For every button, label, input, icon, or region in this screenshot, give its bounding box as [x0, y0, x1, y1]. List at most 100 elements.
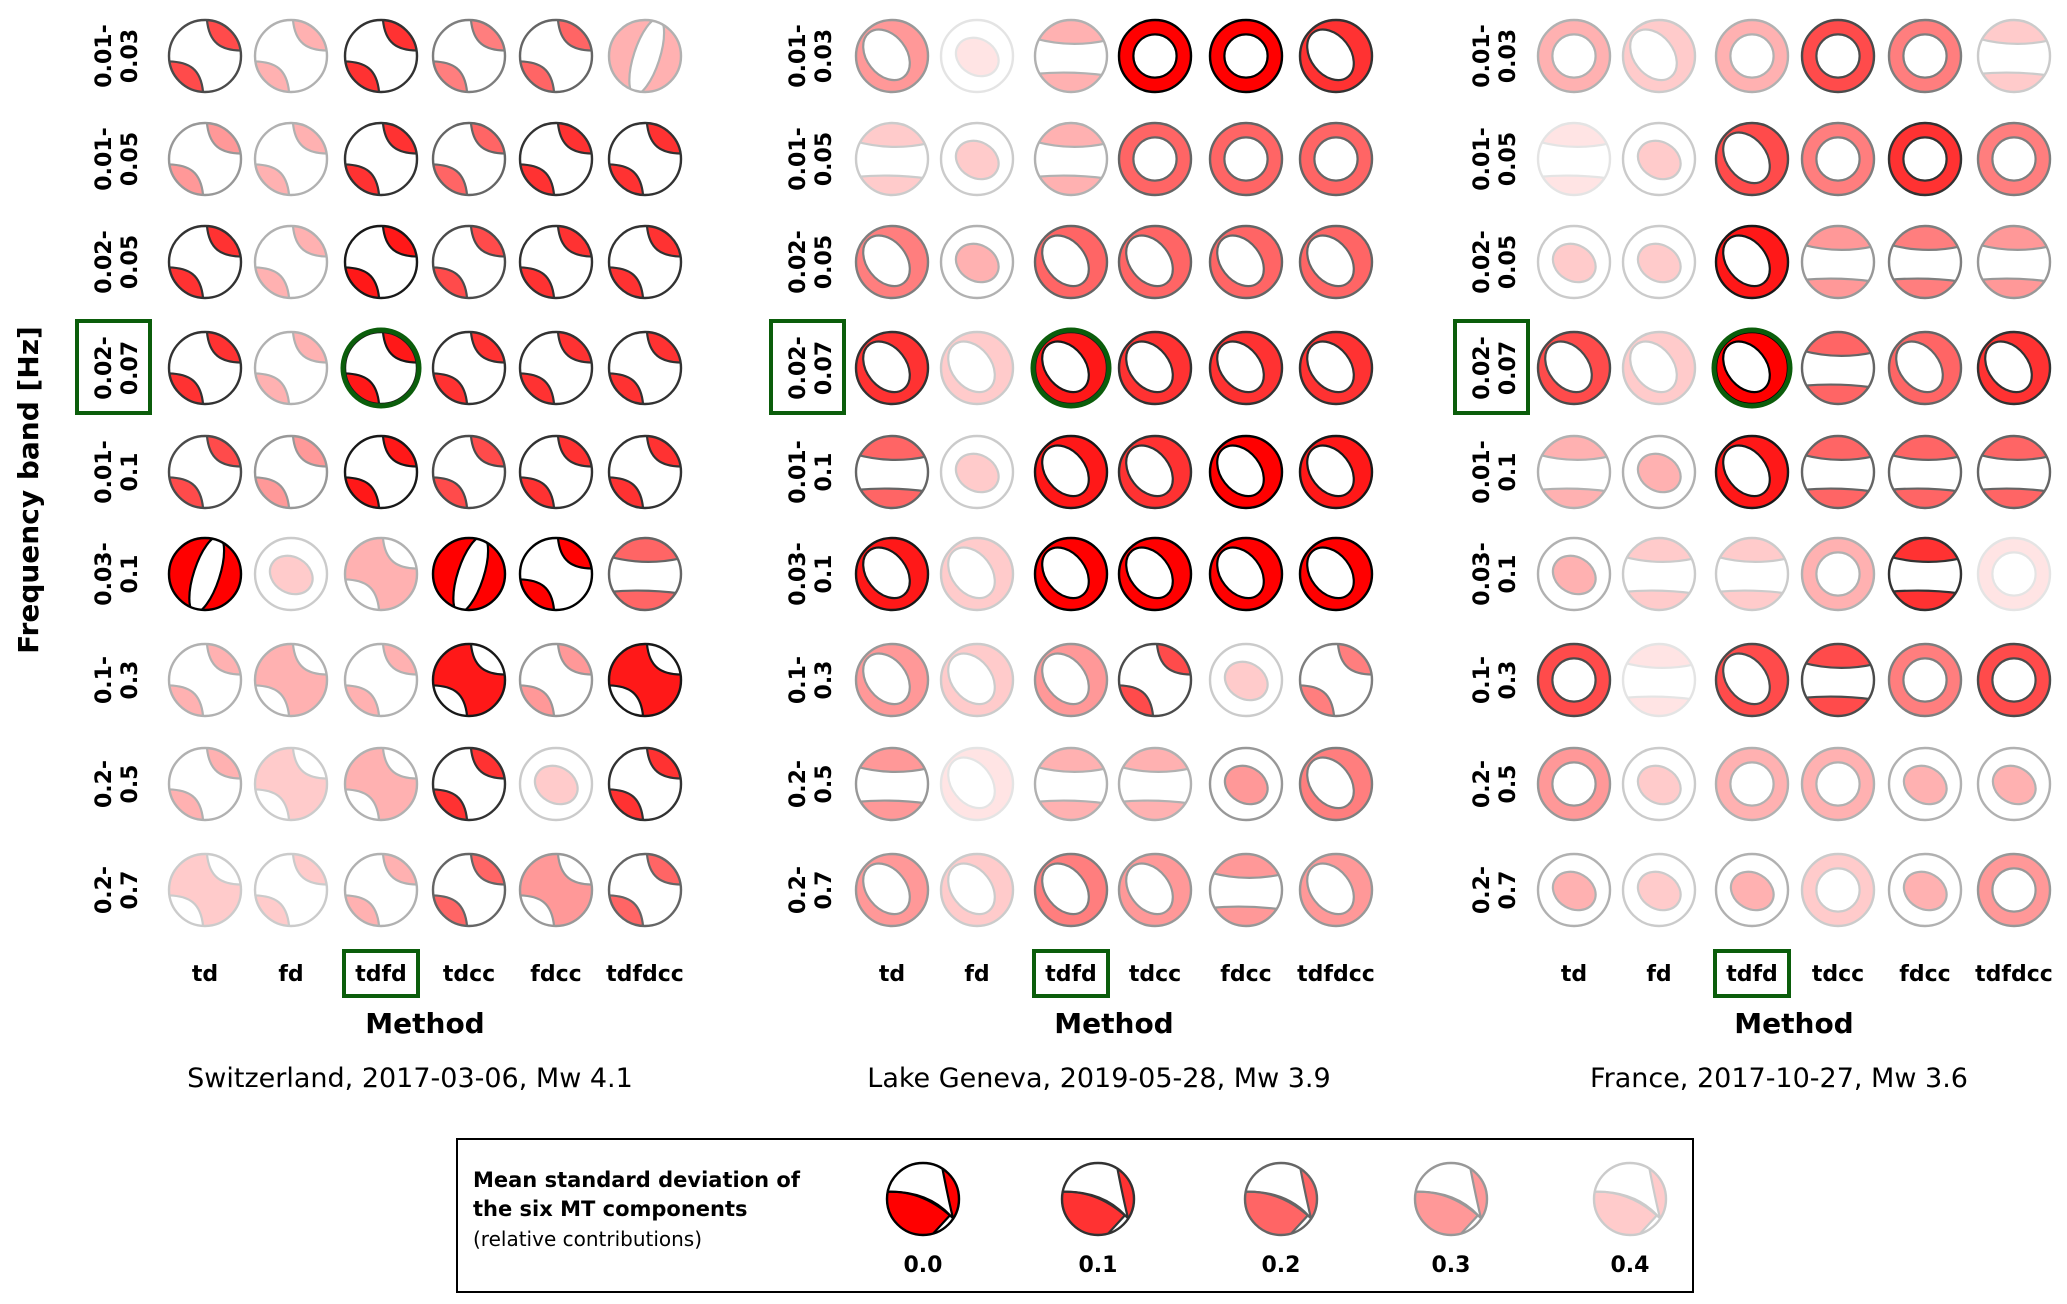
x-axis-title: Method — [365, 1007, 484, 1040]
beachball-fd — [1621, 121, 1697, 197]
method-label-td: td — [879, 962, 905, 987]
legend-value: 0.4 — [1611, 1253, 1650, 1278]
band-label-line: 0.01- — [92, 127, 117, 190]
method-label-tdfd: tdfd — [355, 962, 407, 987]
beachball-fd — [1621, 746, 1697, 822]
legend-beachball — [1243, 1161, 1319, 1237]
highlight-ring — [1711, 327, 1793, 409]
band-label-line: 0.05 — [1496, 132, 1521, 186]
beachball-fdcc — [1208, 224, 1284, 300]
band-label: 0.2-0.7 — [1470, 866, 1521, 914]
beachball-td — [167, 224, 243, 300]
beachball-tdfdcc — [607, 330, 683, 406]
beachball-tdfd — [343, 536, 419, 612]
band-label: 0.01-0.05 — [92, 127, 143, 190]
beachball-tdfdcc — [607, 18, 683, 94]
band-label: 0.2-0.5 — [92, 760, 143, 808]
beachball-tdcc — [1800, 330, 1876, 406]
band-label-line: 0.05 — [812, 132, 837, 186]
beachball-td — [1536, 18, 1612, 94]
beachball-fd — [1621, 852, 1697, 928]
beachball-tdfd — [1714, 536, 1790, 612]
beachball-fdcc — [1208, 434, 1284, 510]
method-label-tdfdcc: tdfdcc — [606, 962, 684, 987]
band-label-line: 0.2- — [92, 866, 117, 914]
band-label-line: 0.05 — [118, 132, 143, 186]
band-label-line: 0.2- — [786, 760, 811, 808]
beachball-fdcc — [518, 224, 594, 300]
band-label: 0.01-0.05 — [1470, 127, 1521, 190]
band-label-line: 0.05 — [1496, 235, 1521, 289]
method-label-tdfdcc: tdfdcc — [1975, 962, 2053, 987]
beachball-tdfd — [1714, 224, 1790, 300]
band-label-line: 0.2- — [1470, 866, 1495, 914]
beachball-tdfdcc — [1298, 434, 1374, 510]
beachball-fdcc — [1887, 746, 1963, 822]
band-label: 0.1-0.3 — [786, 656, 837, 704]
band-label: 0.03-0.1 — [1470, 542, 1521, 605]
beachball-tdfdcc — [1298, 536, 1374, 612]
beachball-td — [1536, 536, 1612, 612]
beachball-tdfdcc — [1298, 642, 1374, 718]
band-label-line: 0.2- — [1470, 760, 1495, 808]
band-label-line: 0.5 — [1496, 765, 1521, 804]
beachball-fd — [253, 121, 329, 197]
beachball-tdfdcc — [1298, 330, 1374, 406]
beachball-fdcc — [518, 121, 594, 197]
beachball-tdfdcc — [607, 536, 683, 612]
beachball-fdcc — [1887, 852, 1963, 928]
band-label: 0.2-0.5 — [1470, 760, 1521, 808]
beachball-tdfdcc — [1976, 121, 2052, 197]
band-label-line: 0.07 — [118, 341, 143, 395]
beachball-tdfdcc — [1298, 18, 1374, 94]
panels: 0.01-0.030.01-0.050.02-0.050.02-0.070.01… — [75, 18, 2053, 1094]
band-label: 0.1-0.3 — [1470, 656, 1521, 704]
beachball-td — [1536, 330, 1612, 406]
beachball-fd — [939, 18, 1015, 94]
band-label-line: 0.01- — [92, 24, 117, 87]
beachball-tdfdcc — [1976, 330, 2052, 406]
legend-title-line2: the six MT components — [473, 1197, 748, 1221]
beachball-fd — [1621, 536, 1697, 612]
band-label-line: 0.01- — [786, 24, 811, 87]
beachball-tdcc — [1117, 536, 1193, 612]
legend-beachball — [1413, 1161, 1489, 1237]
beachball-tdcc — [1800, 224, 1876, 300]
band-label: 0.02-0.07 — [1470, 336, 1521, 399]
beachball-td — [854, 18, 930, 94]
band-label: 0.01-0.03 — [92, 24, 143, 87]
beachball-tdcc — [431, 852, 507, 928]
beachball-tdfd — [1033, 330, 1109, 406]
band-label-line: 0.01- — [1470, 127, 1495, 190]
band-label-line: 0.1 — [1496, 453, 1521, 492]
beachball-tdfd — [343, 18, 419, 94]
band-label-line: 0.03- — [786, 542, 811, 605]
highlight-box-band — [75, 319, 152, 415]
band-label-line: 0.02- — [1470, 336, 1495, 399]
highlight-ring — [1030, 327, 1112, 409]
beachball-tdfdcc — [1298, 852, 1374, 928]
band-label: 0.02-0.05 — [786, 230, 837, 293]
beachball-fd — [253, 746, 329, 822]
beachball-td — [167, 121, 243, 197]
band-label: 0.02-0.07 — [786, 336, 837, 399]
y-axis-title: Frequency band [Hz] — [12, 326, 45, 654]
beachball-tdfd — [1714, 852, 1790, 928]
beachball-tdcc — [431, 536, 507, 612]
band-label-line: 0.02- — [92, 336, 117, 399]
beachball-tdfdcc — [1976, 852, 2052, 928]
beachball-fdcc — [1208, 746, 1284, 822]
beachball-fd — [939, 642, 1015, 718]
beachball-td — [854, 224, 930, 300]
beachball-tdfd — [1033, 852, 1109, 928]
band-label-line: 0.5 — [812, 765, 837, 804]
beachball-tdfdcc — [607, 852, 683, 928]
beachball-tdfdcc — [607, 642, 683, 718]
band-label-line: 0.03 — [118, 29, 143, 83]
beachball-fd — [1621, 224, 1697, 300]
beachball-fdcc — [1208, 852, 1284, 928]
beachball-tdfd — [343, 224, 419, 300]
method-label-fd: fd — [278, 962, 303, 987]
beachball-td — [1536, 746, 1612, 822]
beachball-tdfdcc — [1976, 746, 2052, 822]
